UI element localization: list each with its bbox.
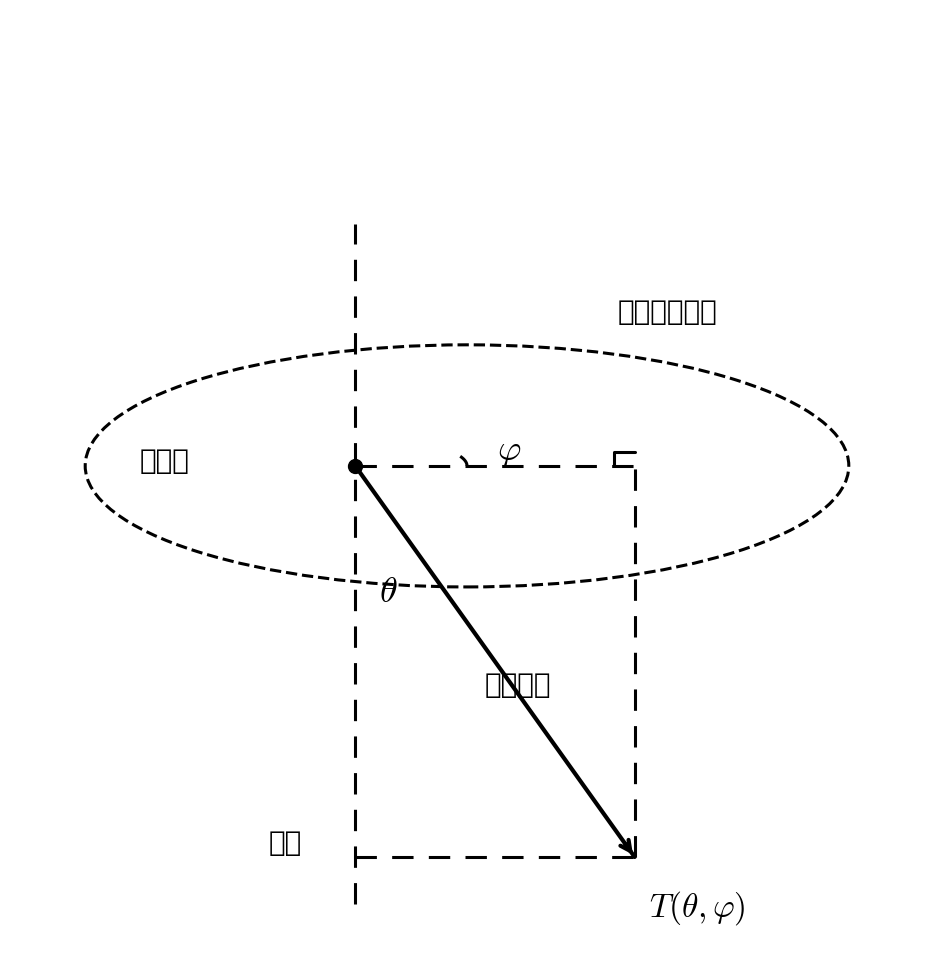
- Text: 入射信号: 入射信号: [485, 671, 551, 699]
- Text: 天线阵列平面: 天线阵列平面: [617, 298, 717, 327]
- Text: $T(\theta,\varphi)$: $T(\theta,\varphi)$: [648, 890, 745, 927]
- Text: $\varphi$: $\varphi$: [497, 435, 521, 469]
- Text: 观测点: 观测点: [139, 448, 190, 475]
- Text: $\theta$: $\theta$: [378, 575, 397, 609]
- Text: 法线: 法线: [269, 829, 302, 857]
